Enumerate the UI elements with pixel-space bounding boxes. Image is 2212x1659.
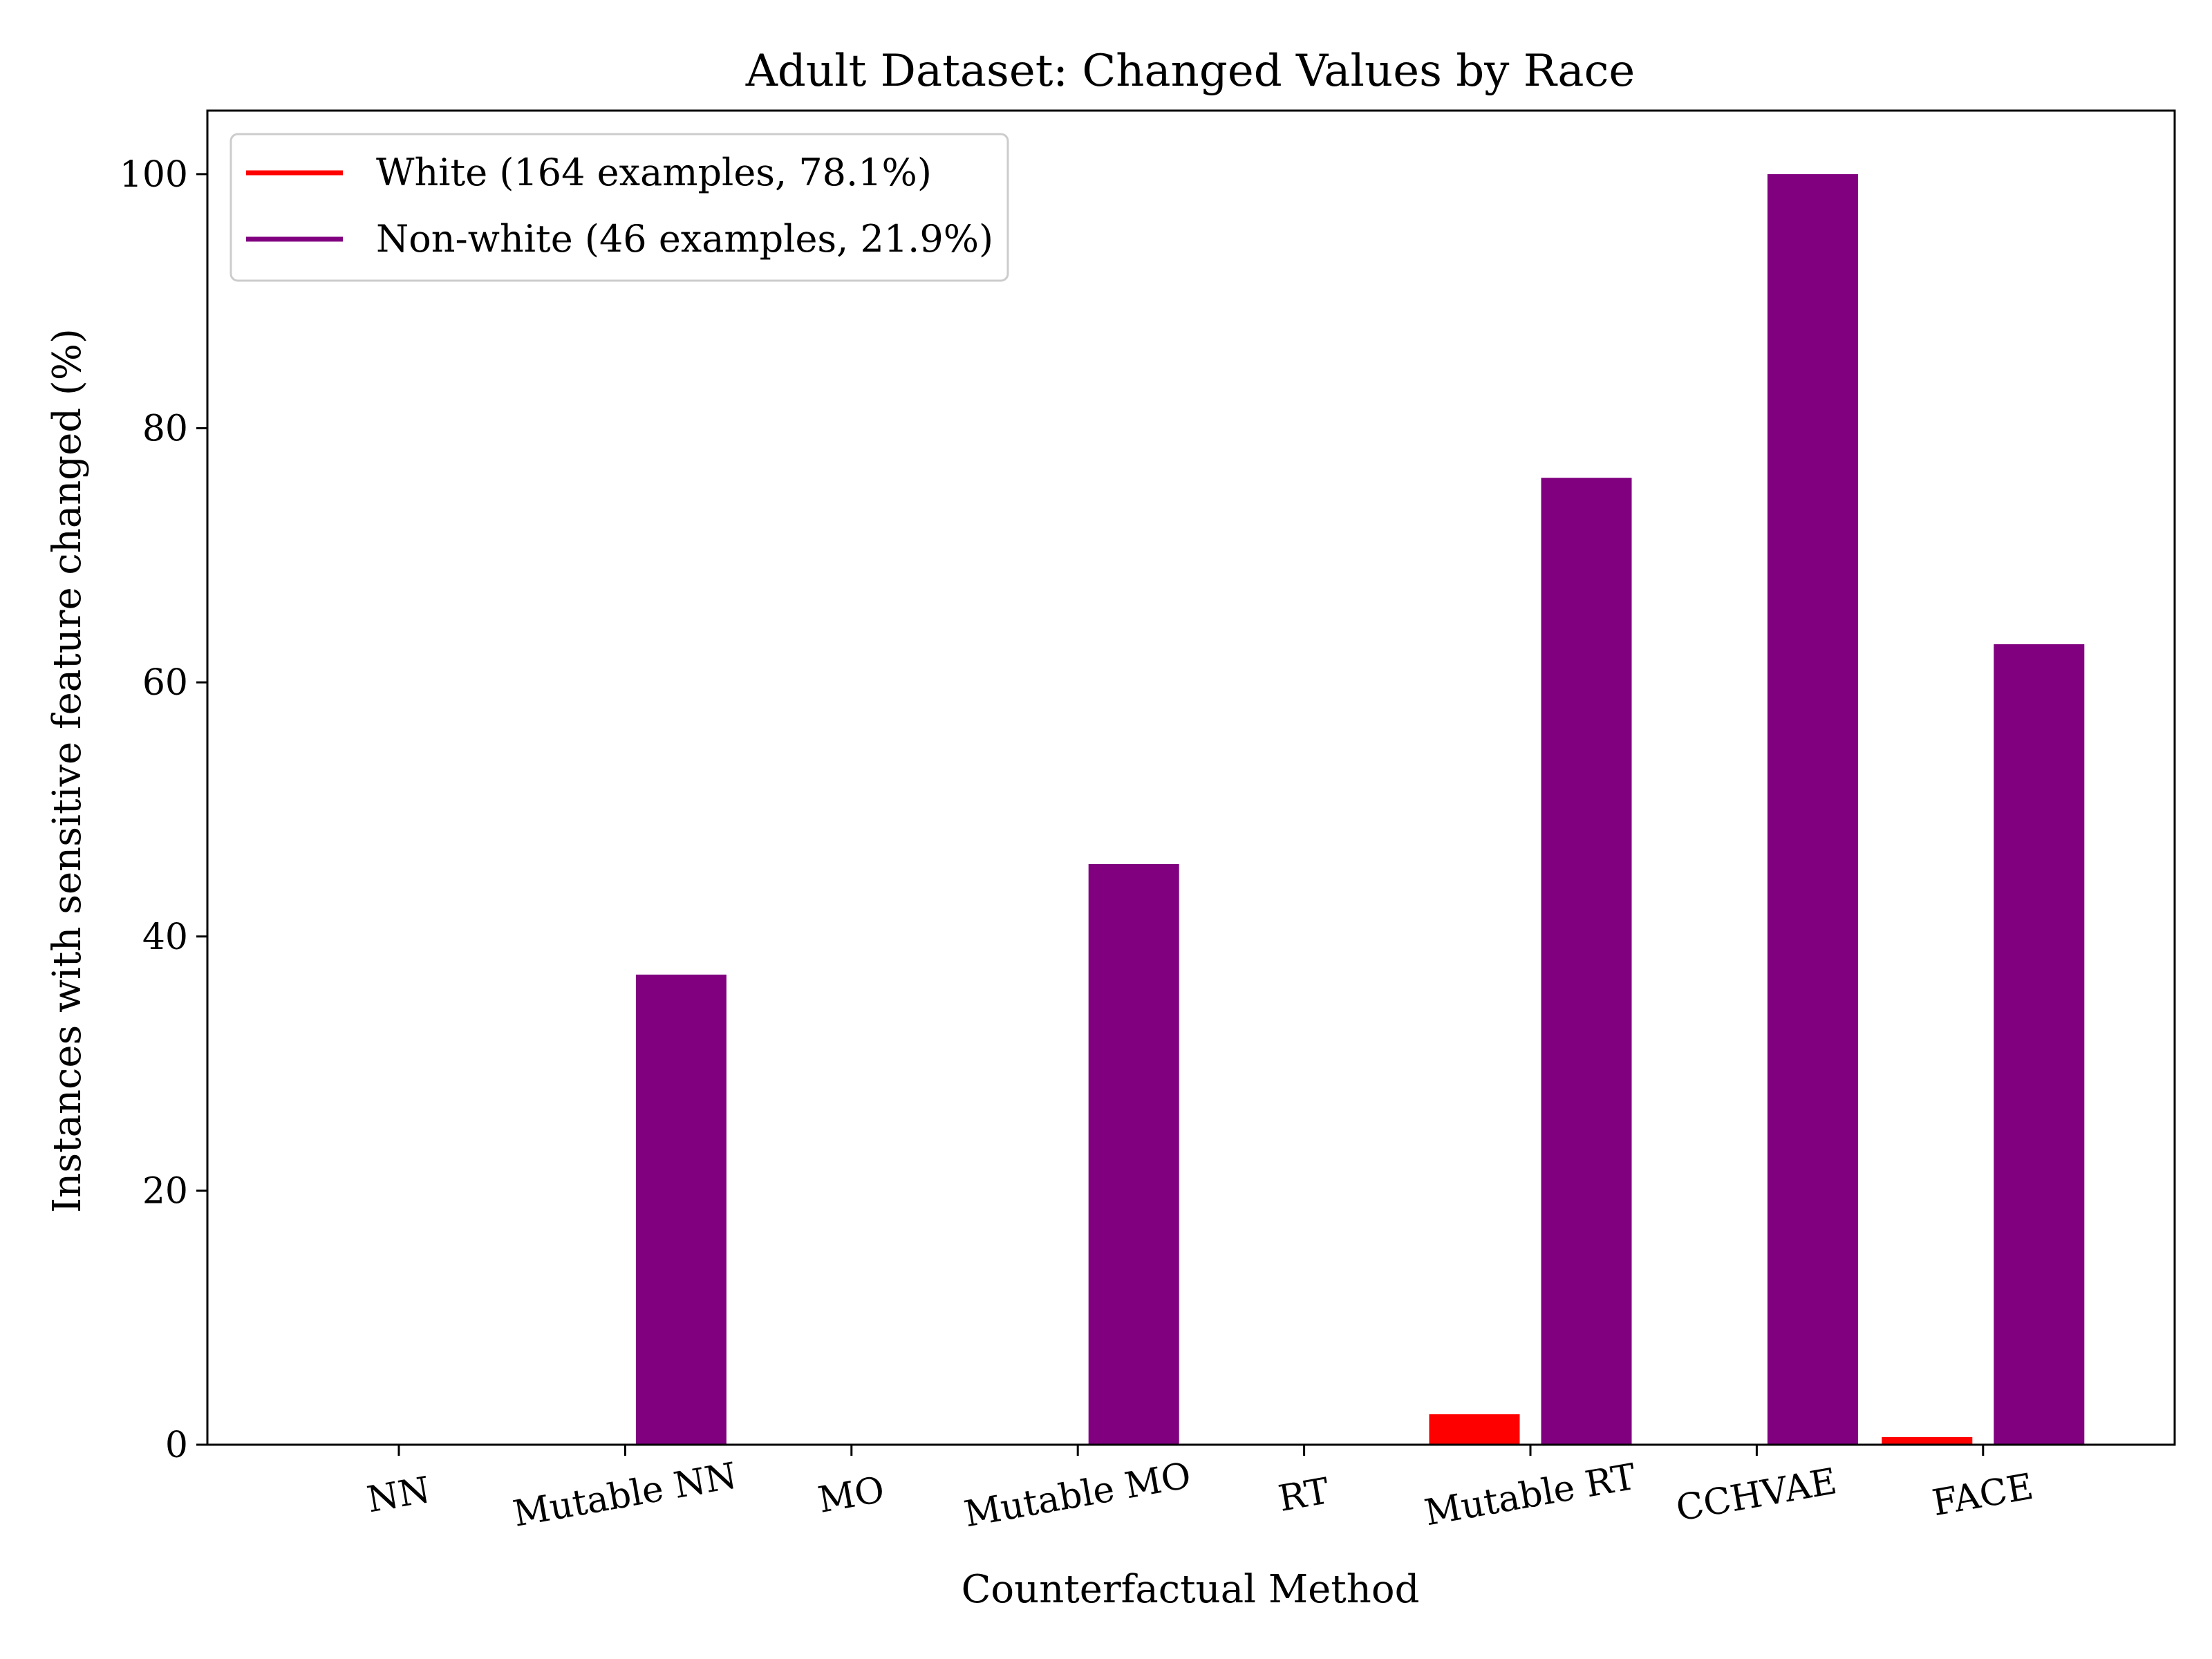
x-tick-label: Mutable MO	[961, 1455, 1194, 1536]
bar-series-a-5	[1429, 1414, 1520, 1445]
chart-title: Adult Dataset: Changed Values by Race	[745, 46, 1635, 97]
plot-frame	[206, 109, 2176, 1446]
x-tick-label: Mutable NN	[510, 1455, 740, 1535]
bars-group	[635, 174, 2085, 1445]
bar-series-a-7	[1882, 1436, 1973, 1445]
x-tick-label: NN	[364, 1470, 433, 1521]
bar-series-b-1	[635, 974, 727, 1445]
x-tick-label: Mutable RT	[1421, 1456, 1639, 1535]
legend-label: White (164 examples, 78.1%)	[376, 151, 932, 194]
bar-series-b-5	[1541, 478, 1632, 1445]
y-axis-label: Instances with sensitive feature changed…	[45, 328, 90, 1213]
y-tick-label: 100	[120, 154, 188, 196]
y-tick-label: 20	[142, 1170, 188, 1212]
legend: White (164 examples, 78.1%) Non-white (46…	[229, 133, 1009, 282]
y-tick-label: 80	[142, 409, 188, 450]
bar-series-b-3	[1088, 863, 1179, 1445]
x-tick-label: RT	[1275, 1470, 1333, 1520]
legend-box	[229, 133, 1009, 282]
y-tick-label: 60	[142, 662, 188, 704]
x-axis: NN Mutable NN MO Mutable MO RT Mutable RT CCHV…	[364, 1445, 2036, 1535]
y-tick-label: 0	[165, 1425, 188, 1466]
x-axis-label: Counterfactual Method	[962, 1567, 1420, 1612]
x-tick-label: CCHVAE	[1673, 1461, 1839, 1530]
x-tick-label: FACE	[1929, 1466, 2036, 1525]
bar-series-b-7	[1994, 644, 2085, 1445]
y-axis: 0 20 40 60 80 100	[120, 154, 207, 1466]
legend-label: Non-white (46 examples, 21.9%)	[376, 217, 993, 261]
bar-series-b-6	[1767, 174, 1858, 1445]
x-tick-label: MO	[815, 1469, 888, 1521]
y-tick-label: 40	[142, 917, 188, 958]
